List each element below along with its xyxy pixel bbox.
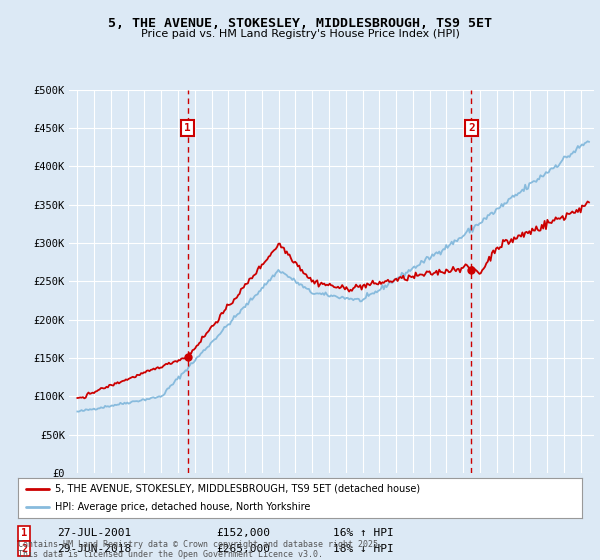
Text: 1: 1 — [184, 123, 191, 133]
Text: 29-JUN-2018: 29-JUN-2018 — [57, 544, 131, 554]
Text: £265,000: £265,000 — [216, 544, 270, 554]
Text: 5, THE AVENUE, STOKESLEY, MIDDLESBROUGH, TS9 5ET (detached house): 5, THE AVENUE, STOKESLEY, MIDDLESBROUGH,… — [55, 484, 420, 493]
Text: 27-JUL-2001: 27-JUL-2001 — [57, 528, 131, 538]
Text: 1: 1 — [21, 528, 27, 538]
Text: HPI: Average price, detached house, North Yorkshire: HPI: Average price, detached house, Nort… — [55, 502, 310, 512]
Text: Contains HM Land Registry data © Crown copyright and database right 2025.
This d: Contains HM Land Registry data © Crown c… — [18, 540, 383, 559]
Text: 16% ↑ HPI: 16% ↑ HPI — [333, 528, 394, 538]
Text: Price paid vs. HM Land Registry's House Price Index (HPI): Price paid vs. HM Land Registry's House … — [140, 29, 460, 39]
Text: 18% ↓ HPI: 18% ↓ HPI — [333, 544, 394, 554]
Text: 5, THE AVENUE, STOKESLEY, MIDDLESBROUGH, TS9 5ET: 5, THE AVENUE, STOKESLEY, MIDDLESBROUGH,… — [108, 17, 492, 30]
Text: 2: 2 — [21, 544, 27, 554]
Text: £152,000: £152,000 — [216, 528, 270, 538]
Text: 2: 2 — [468, 123, 475, 133]
